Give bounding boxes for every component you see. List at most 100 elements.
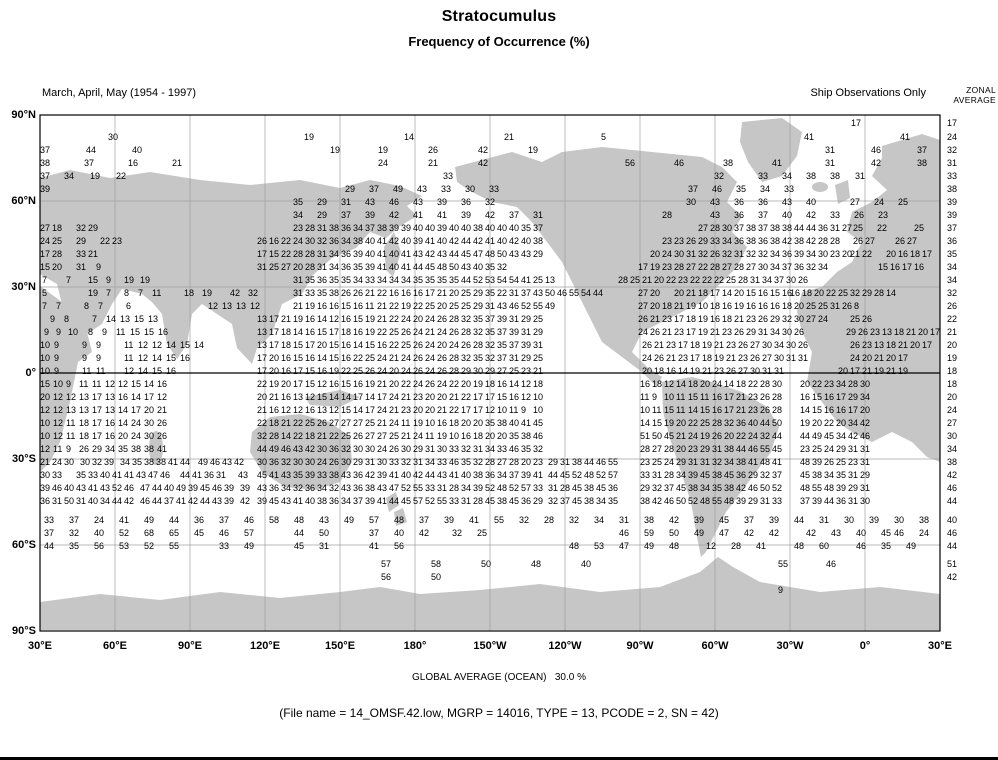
grid-value: 27 — [842, 223, 853, 233]
grid-value: 43 — [417, 184, 428, 194]
grid-value: 25 — [449, 301, 460, 311]
grid-value: 24 — [748, 431, 759, 441]
grid-value: 41 — [112, 470, 123, 480]
grid-value: 32 — [850, 288, 861, 298]
grid-value: 24 — [437, 379, 448, 389]
grid-value: 32 — [281, 457, 292, 467]
zonal-average-value: 20 — [947, 392, 958, 402]
grid-value: 12 — [521, 379, 532, 389]
grid-value: 25 — [52, 236, 63, 246]
grid-value: 34 — [341, 496, 352, 506]
grid-value: 19 — [714, 353, 725, 363]
grid-value: 19 — [293, 314, 304, 324]
land-africa-east — [40, 286, 92, 472]
grid-value: 42 — [473, 236, 484, 246]
grid-value: 42 — [425, 249, 436, 259]
grid-value: 24 — [642, 353, 653, 363]
grid-value: 50 — [676, 496, 687, 506]
grid-value: 14 — [144, 379, 155, 389]
grid-value: 36 — [736, 418, 747, 428]
grid-value: 16 — [712, 392, 723, 402]
grid-value: 19 — [528, 145, 539, 155]
grid-value: 10 — [40, 418, 51, 428]
grid-value: 21 — [365, 288, 376, 298]
grid-value: 18 — [722, 314, 733, 324]
grid-value: 24 — [40, 236, 51, 246]
grid-value: 26 — [710, 249, 721, 259]
grid-value: 19 — [473, 379, 484, 389]
grid-value: 45 — [509, 496, 520, 506]
grid-value: 38 — [917, 158, 928, 168]
land-australia — [250, 414, 352, 490]
lon-axis-label: 60°E — [103, 640, 127, 652]
grid-value: 16 — [401, 288, 412, 298]
grid-value: 19 — [686, 301, 697, 311]
grid-value: 28 — [734, 262, 745, 272]
grid-value: 18 — [281, 327, 292, 337]
grid-value: 24 — [317, 457, 328, 467]
grid-value: 38 — [329, 223, 340, 233]
grid-value: 15 — [317, 392, 328, 402]
grid-value: 43 — [413, 249, 424, 259]
grid-value: 40 — [394, 528, 405, 538]
grid-value: 40 — [132, 145, 143, 155]
grid-value: 21 — [377, 301, 388, 311]
grid-value: 12 — [66, 392, 77, 402]
grid-value: 48 — [394, 515, 405, 525]
grid-value: 43 — [238, 470, 249, 480]
grid-value: 42 — [806, 236, 817, 246]
grid-value: 28 — [293, 249, 304, 259]
grid-value: 34 — [353, 275, 364, 285]
grid-value: 21 — [437, 288, 448, 298]
grid-value: 14 — [138, 366, 149, 376]
grid-value: 37 — [164, 496, 175, 506]
grid-value: 37 — [40, 145, 51, 155]
grid-value: 22 — [353, 353, 364, 363]
grid-value: 23 — [674, 327, 685, 337]
grid-value: 31 — [819, 515, 830, 525]
grid-value: 14 — [317, 353, 328, 363]
grid-value: 42 — [478, 145, 489, 155]
grid-value: 28 — [664, 444, 675, 454]
grid-value: 20 — [473, 418, 484, 428]
grid-value: 31 — [786, 353, 797, 363]
grid-value: 49 — [344, 515, 355, 525]
grid-value: 44 — [152, 483, 163, 493]
grid-value: 25 — [341, 431, 352, 441]
grid-value: 21 — [714, 340, 725, 350]
grid-value: 21 — [449, 392, 460, 402]
grid-value: 35 — [473, 353, 484, 363]
grid-value: 32 — [452, 528, 463, 538]
grid-value: 36 — [194, 515, 205, 525]
grid-value: 42 — [848, 431, 859, 441]
grid-value: 41 — [401, 249, 412, 259]
grid-value: 21 — [710, 327, 721, 337]
grid-value: 31 — [619, 515, 630, 525]
land-new-zealand-north — [386, 492, 399, 512]
grid-value: 43 — [497, 301, 508, 311]
grid-value: 29 — [548, 457, 559, 467]
grid-value: 40 — [461, 470, 472, 480]
grid-value: 20 — [437, 392, 448, 402]
grid-value: 41 — [521, 275, 532, 285]
grid-value: 23 — [800, 444, 811, 454]
lon-axis-label: 150°E — [324, 640, 356, 652]
grid-value: 24 — [131, 418, 142, 428]
grid-value: 21 — [686, 288, 697, 298]
grid-value: 44 — [413, 262, 424, 272]
land-africa-europe — [797, 148, 940, 462]
grid-value: 10 — [425, 418, 436, 428]
grid-value: 22 — [377, 288, 388, 298]
grid-value: 31 — [855, 171, 866, 181]
grid-value: 16 — [281, 392, 292, 402]
grid-value: 35 — [473, 314, 484, 324]
grid-value: 44 — [180, 457, 191, 467]
grid-value: 46 — [389, 197, 400, 207]
grid-value: 35 — [736, 184, 747, 194]
grid-value: 29 — [473, 301, 484, 311]
grid-value: 34 — [281, 483, 292, 493]
grid-value: 32 — [497, 262, 508, 272]
grid-value: 57 — [413, 496, 424, 506]
grid-value: 11 — [401, 418, 411, 428]
grid-value: 29 — [748, 470, 759, 480]
